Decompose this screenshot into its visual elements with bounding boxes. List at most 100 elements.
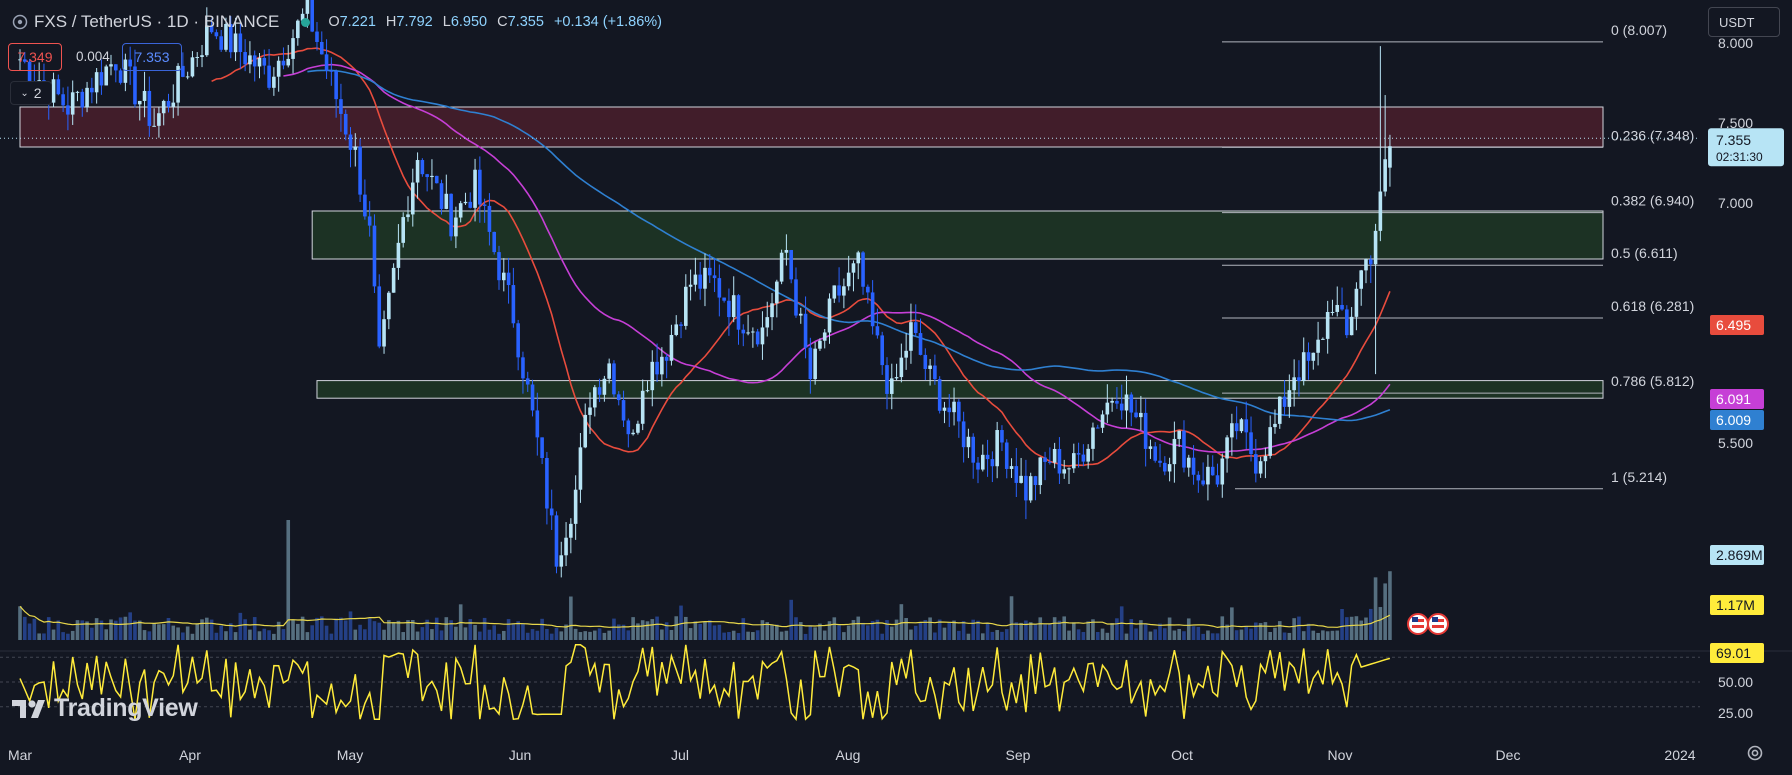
volume-bar — [80, 620, 85, 640]
volume-bar — [66, 633, 70, 640]
candle-body — [530, 384, 535, 411]
volume-bar — [1167, 617, 1172, 640]
candle-body — [961, 421, 966, 448]
candle-body — [1081, 454, 1086, 462]
volume-bar — [1306, 623, 1311, 640]
volume-bar — [1349, 616, 1354, 640]
candle-body — [765, 317, 770, 328]
candle-body — [281, 60, 286, 66]
volume-bar — [224, 631, 228, 640]
volume-bar — [1364, 617, 1368, 640]
time-tick-3: Jun — [509, 747, 532, 763]
candle-body — [607, 363, 611, 379]
candle-body — [209, 25, 214, 33]
candle-body — [224, 23, 228, 50]
volume-bar — [1330, 630, 1335, 640]
volume-bar — [171, 625, 176, 640]
volume-bar — [473, 624, 477, 640]
candle-body — [1043, 457, 1047, 462]
candle-body — [123, 59, 128, 83]
volume-bar — [478, 631, 482, 640]
volume-bar — [952, 620, 956, 640]
candle-body — [1091, 427, 1095, 449]
candle-body — [401, 217, 405, 243]
zone-resistance-0 — [19, 106, 1604, 148]
volume-bar — [545, 628, 549, 640]
chevron-down-icon: ⌄ — [20, 87, 29, 99]
volume-bar — [607, 630, 611, 640]
candle-body — [669, 334, 674, 361]
volume-bar — [913, 625, 918, 640]
candle-body — [650, 361, 655, 391]
candle-body — [99, 72, 104, 86]
volume-bar — [866, 625, 870, 640]
candle-body — [56, 79, 61, 95]
volume-bar — [1383, 583, 1387, 640]
candle-body — [818, 340, 822, 349]
volume-bar — [406, 620, 410, 640]
candle-body — [549, 508, 554, 516]
candle-body — [985, 454, 990, 460]
candle-body — [1325, 311, 1330, 339]
candle-body — [315, 31, 319, 42]
candle-body — [1110, 400, 1114, 403]
currency-select[interactable]: USDT — [1708, 7, 1780, 37]
gear-icon[interactable] — [1746, 744, 1764, 762]
candle-body — [856, 252, 861, 264]
ma100-value: 6.009 — [1716, 412, 1751, 428]
time-tick-4: Jul — [671, 747, 689, 763]
volume-bar — [957, 630, 961, 640]
candle-body — [214, 32, 219, 37]
candle-body — [1172, 438, 1177, 465]
volume-bar — [99, 620, 104, 640]
candle-body — [1311, 352, 1316, 361]
candle-body — [722, 297, 726, 301]
buy-button[interactable]: 7.353 — [122, 43, 182, 71]
volume-bar — [597, 628, 602, 640]
volume-bar — [798, 622, 803, 640]
candle-body — [310, 0, 314, 32]
candle-body — [1115, 400, 1119, 404]
candle-body — [525, 378, 530, 385]
symbol-title[interactable]: FXS / TetherUS · 1D · BINANCE — [34, 12, 280, 31]
volume-bar — [578, 632, 583, 640]
candle-body — [257, 57, 262, 67]
candle-body — [1048, 461, 1052, 463]
volume-bar — [291, 619, 295, 640]
volume-bar — [276, 621, 281, 640]
candle-body — [626, 420, 631, 435]
candle-body — [353, 146, 358, 150]
open-value: 7.221 — [339, 14, 376, 30]
candle-body — [655, 361, 659, 375]
candle-body — [1378, 191, 1383, 231]
candle-body — [717, 278, 722, 298]
candle-body — [698, 274, 702, 289]
volume-bar — [693, 621, 698, 640]
candle-body — [233, 33, 238, 53]
volume-bar — [1292, 618, 1296, 640]
change-value: +0.134 (+1.86%) — [553, 14, 662, 30]
volume-bar — [56, 620, 61, 640]
fib-label-4: 0.618 (6.281) — [1611, 298, 1694, 314]
candle-body — [813, 348, 817, 380]
volume-bar — [707, 620, 712, 640]
volume-bar — [37, 633, 41, 640]
rsi-tick-1: 25.00 — [1718, 705, 1753, 721]
candle-body — [1359, 270, 1363, 289]
volume-bar — [1014, 622, 1019, 640]
ma50-value-bg — [1710, 389, 1764, 409]
volume-bar — [1244, 626, 1249, 640]
volume-bar — [133, 620, 137, 640]
candle-body — [1225, 437, 1229, 459]
candle-body — [449, 193, 453, 237]
rsi-line — [19, 644, 1391, 722]
volume-bar — [90, 627, 94, 640]
tradingview-logo[interactable]: TradingView — [12, 694, 198, 723]
sell-button[interactable]: 7.349 — [8, 43, 62, 71]
candle-body — [554, 515, 559, 567]
indicators-toggle-button[interactable]: ⌄ 2 — [10, 81, 52, 105]
candle-body — [1234, 423, 1239, 432]
candle-body — [789, 250, 793, 280]
candle-body — [684, 286, 688, 326]
